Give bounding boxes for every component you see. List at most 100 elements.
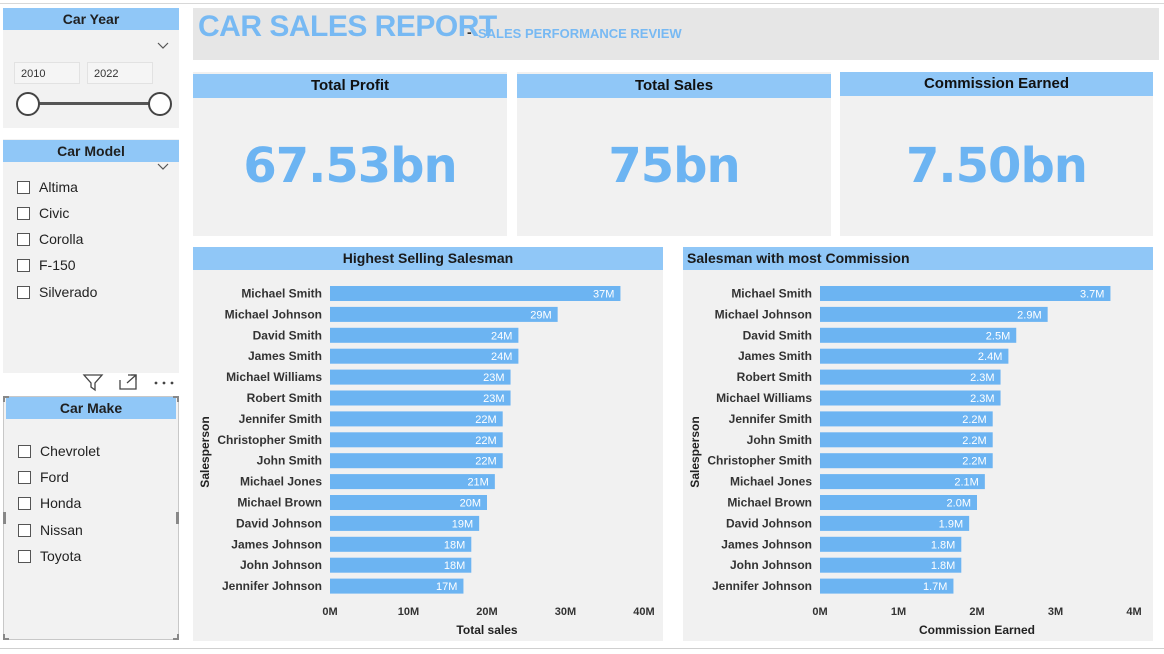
kpi-value: 7.50bn <box>906 138 1088 194</box>
model-option-f150[interactable]: F-150 <box>17 257 76 273</box>
chart-highest-selling-salesman[interactable]: Highest Selling Salesman Michael Smith 37… <box>193 247 663 641</box>
resize-handle[interactable] <box>3 634 9 640</box>
bar[interactable] <box>330 390 511 406</box>
page-subtitle: SALES PERFORMANCE REVIEW <box>478 26 682 41</box>
x-tick-label: 10M <box>398 606 419 618</box>
bar[interactable] <box>820 306 1048 322</box>
year-from-input[interactable]: 2010 <box>14 62 80 84</box>
checkbox[interactable] <box>17 180 30 194</box>
resize-handle[interactable] <box>3 512 6 524</box>
data-label: 2.2M <box>962 414 986 426</box>
bar[interactable] <box>330 453 503 469</box>
data-label: 22M <box>475 414 496 426</box>
bar[interactable] <box>330 515 480 531</box>
data-label: 18M <box>444 560 465 572</box>
year-slider-start-handle[interactable] <box>16 92 40 116</box>
bar[interactable] <box>330 432 503 448</box>
bar[interactable] <box>820 495 977 510</box>
category-label: Jennifer Johnson <box>222 579 322 593</box>
bar[interactable] <box>820 411 993 427</box>
bar[interactable] <box>330 578 464 594</box>
bar[interactable] <box>330 411 503 427</box>
data-label: 29M <box>530 309 551 321</box>
checkbox[interactable] <box>17 258 30 272</box>
option-label: Toyota <box>40 548 82 564</box>
bar[interactable] <box>330 286 621 301</box>
model-option-silverado[interactable]: Silverado <box>17 284 97 300</box>
bar[interactable] <box>820 536 962 552</box>
bar[interactable] <box>820 557 962 573</box>
bar[interactable] <box>330 306 558 322</box>
kpi-card-commission-earned[interactable]: Commission Earned 7.50bn <box>840 72 1153 236</box>
more-options-icon[interactable] <box>152 372 176 392</box>
x-tick-label: 40M <box>633 606 654 618</box>
bar[interactable] <box>820 578 954 594</box>
bar[interactable] <box>820 432 993 448</box>
category-label: Robert Smith <box>737 370 812 384</box>
bar[interactable] <box>330 495 487 510</box>
resize-handle[interactable] <box>3 396 9 402</box>
checkbox[interactable] <box>17 232 30 246</box>
checkbox[interactable] <box>18 444 31 458</box>
make-option-honda[interactable]: Honda <box>18 495 81 511</box>
data-label: 2.3M <box>970 372 994 384</box>
data-label: 22M <box>475 435 496 447</box>
title-bar <box>193 8 1159 60</box>
bar-chart-svg: Michael Smith 37M Michael Johnson 29M David … <box>198 286 655 637</box>
model-option-altima[interactable]: Altima <box>17 179 78 195</box>
focus-mode-icon[interactable] <box>117 372 139 392</box>
year-to-input[interactable]: 2022 <box>87 62 153 84</box>
bar[interactable] <box>330 348 519 364</box>
make-option-chevrolet[interactable]: Chevrolet <box>18 443 100 459</box>
category-label: John Johnson <box>240 558 322 572</box>
bar[interactable] <box>330 557 472 573</box>
bar[interactable] <box>330 536 472 552</box>
resize-handle[interactable] <box>173 396 179 402</box>
year-slider-end-handle[interactable] <box>148 92 172 116</box>
y-axis-label: Salesperson <box>688 416 702 487</box>
bar[interactable] <box>820 390 1001 406</box>
make-option-ford[interactable]: Ford <box>18 469 69 485</box>
x-axis-label: Commission Earned <box>919 623 1035 637</box>
chart-salesman-most-commission[interactable]: Salesman with most Commission Michael Sm… <box>683 247 1153 641</box>
bar[interactable] <box>330 369 511 385</box>
year-slider-track[interactable] <box>31 102 163 105</box>
bar[interactable] <box>820 348 1009 364</box>
category-label: Michael Jones <box>730 475 812 489</box>
bar[interactable] <box>820 369 1001 385</box>
kpi-card-total-profit[interactable]: Total Profit 67.53bn <box>193 72 507 236</box>
bar[interactable] <box>820 286 1111 301</box>
filter-icon[interactable] <box>82 372 104 392</box>
make-option-toyota[interactable]: Toyota <box>18 548 81 564</box>
option-label: Silverado <box>39 284 98 300</box>
resize-handle[interactable] <box>173 634 179 640</box>
x-tick-label: 3M <box>1048 606 1063 618</box>
bar[interactable] <box>330 474 495 490</box>
model-option-corolla[interactable]: Corolla <box>17 231 83 247</box>
checkbox[interactable] <box>18 523 31 537</box>
checkbox[interactable] <box>17 206 30 220</box>
checkbox[interactable] <box>18 470 31 484</box>
kpi-card-total-sales[interactable]: Total Sales 75bn <box>517 72 831 236</box>
option-label: Honda <box>40 495 82 511</box>
make-option-nissan[interactable]: Nissan <box>18 522 83 538</box>
checkbox[interactable] <box>17 285 30 299</box>
page-title: CAR SALES REPORT <box>198 10 497 43</box>
checkbox[interactable] <box>18 549 31 563</box>
bar[interactable] <box>330 327 519 343</box>
bar[interactable] <box>820 515 970 531</box>
chevron-down-icon[interactable] <box>157 161 169 171</box>
car-year-slicer-title: Car Year <box>3 8 179 30</box>
model-option-civic[interactable]: Civic <box>17 205 69 221</box>
chevron-down-icon[interactable] <box>157 40 169 50</box>
data-label: 23M <box>483 372 504 384</box>
title-separator: - <box>467 24 472 40</box>
chart-title: Highest Selling Salesman <box>193 247 663 270</box>
data-label: 23M <box>483 393 504 405</box>
checkbox[interactable] <box>18 496 31 510</box>
bar[interactable] <box>820 474 985 490</box>
category-label: Christopher Smith <box>707 454 812 468</box>
resize-handle[interactable] <box>176 512 179 524</box>
bar[interactable] <box>820 453 993 469</box>
bar[interactable] <box>820 327 1017 343</box>
